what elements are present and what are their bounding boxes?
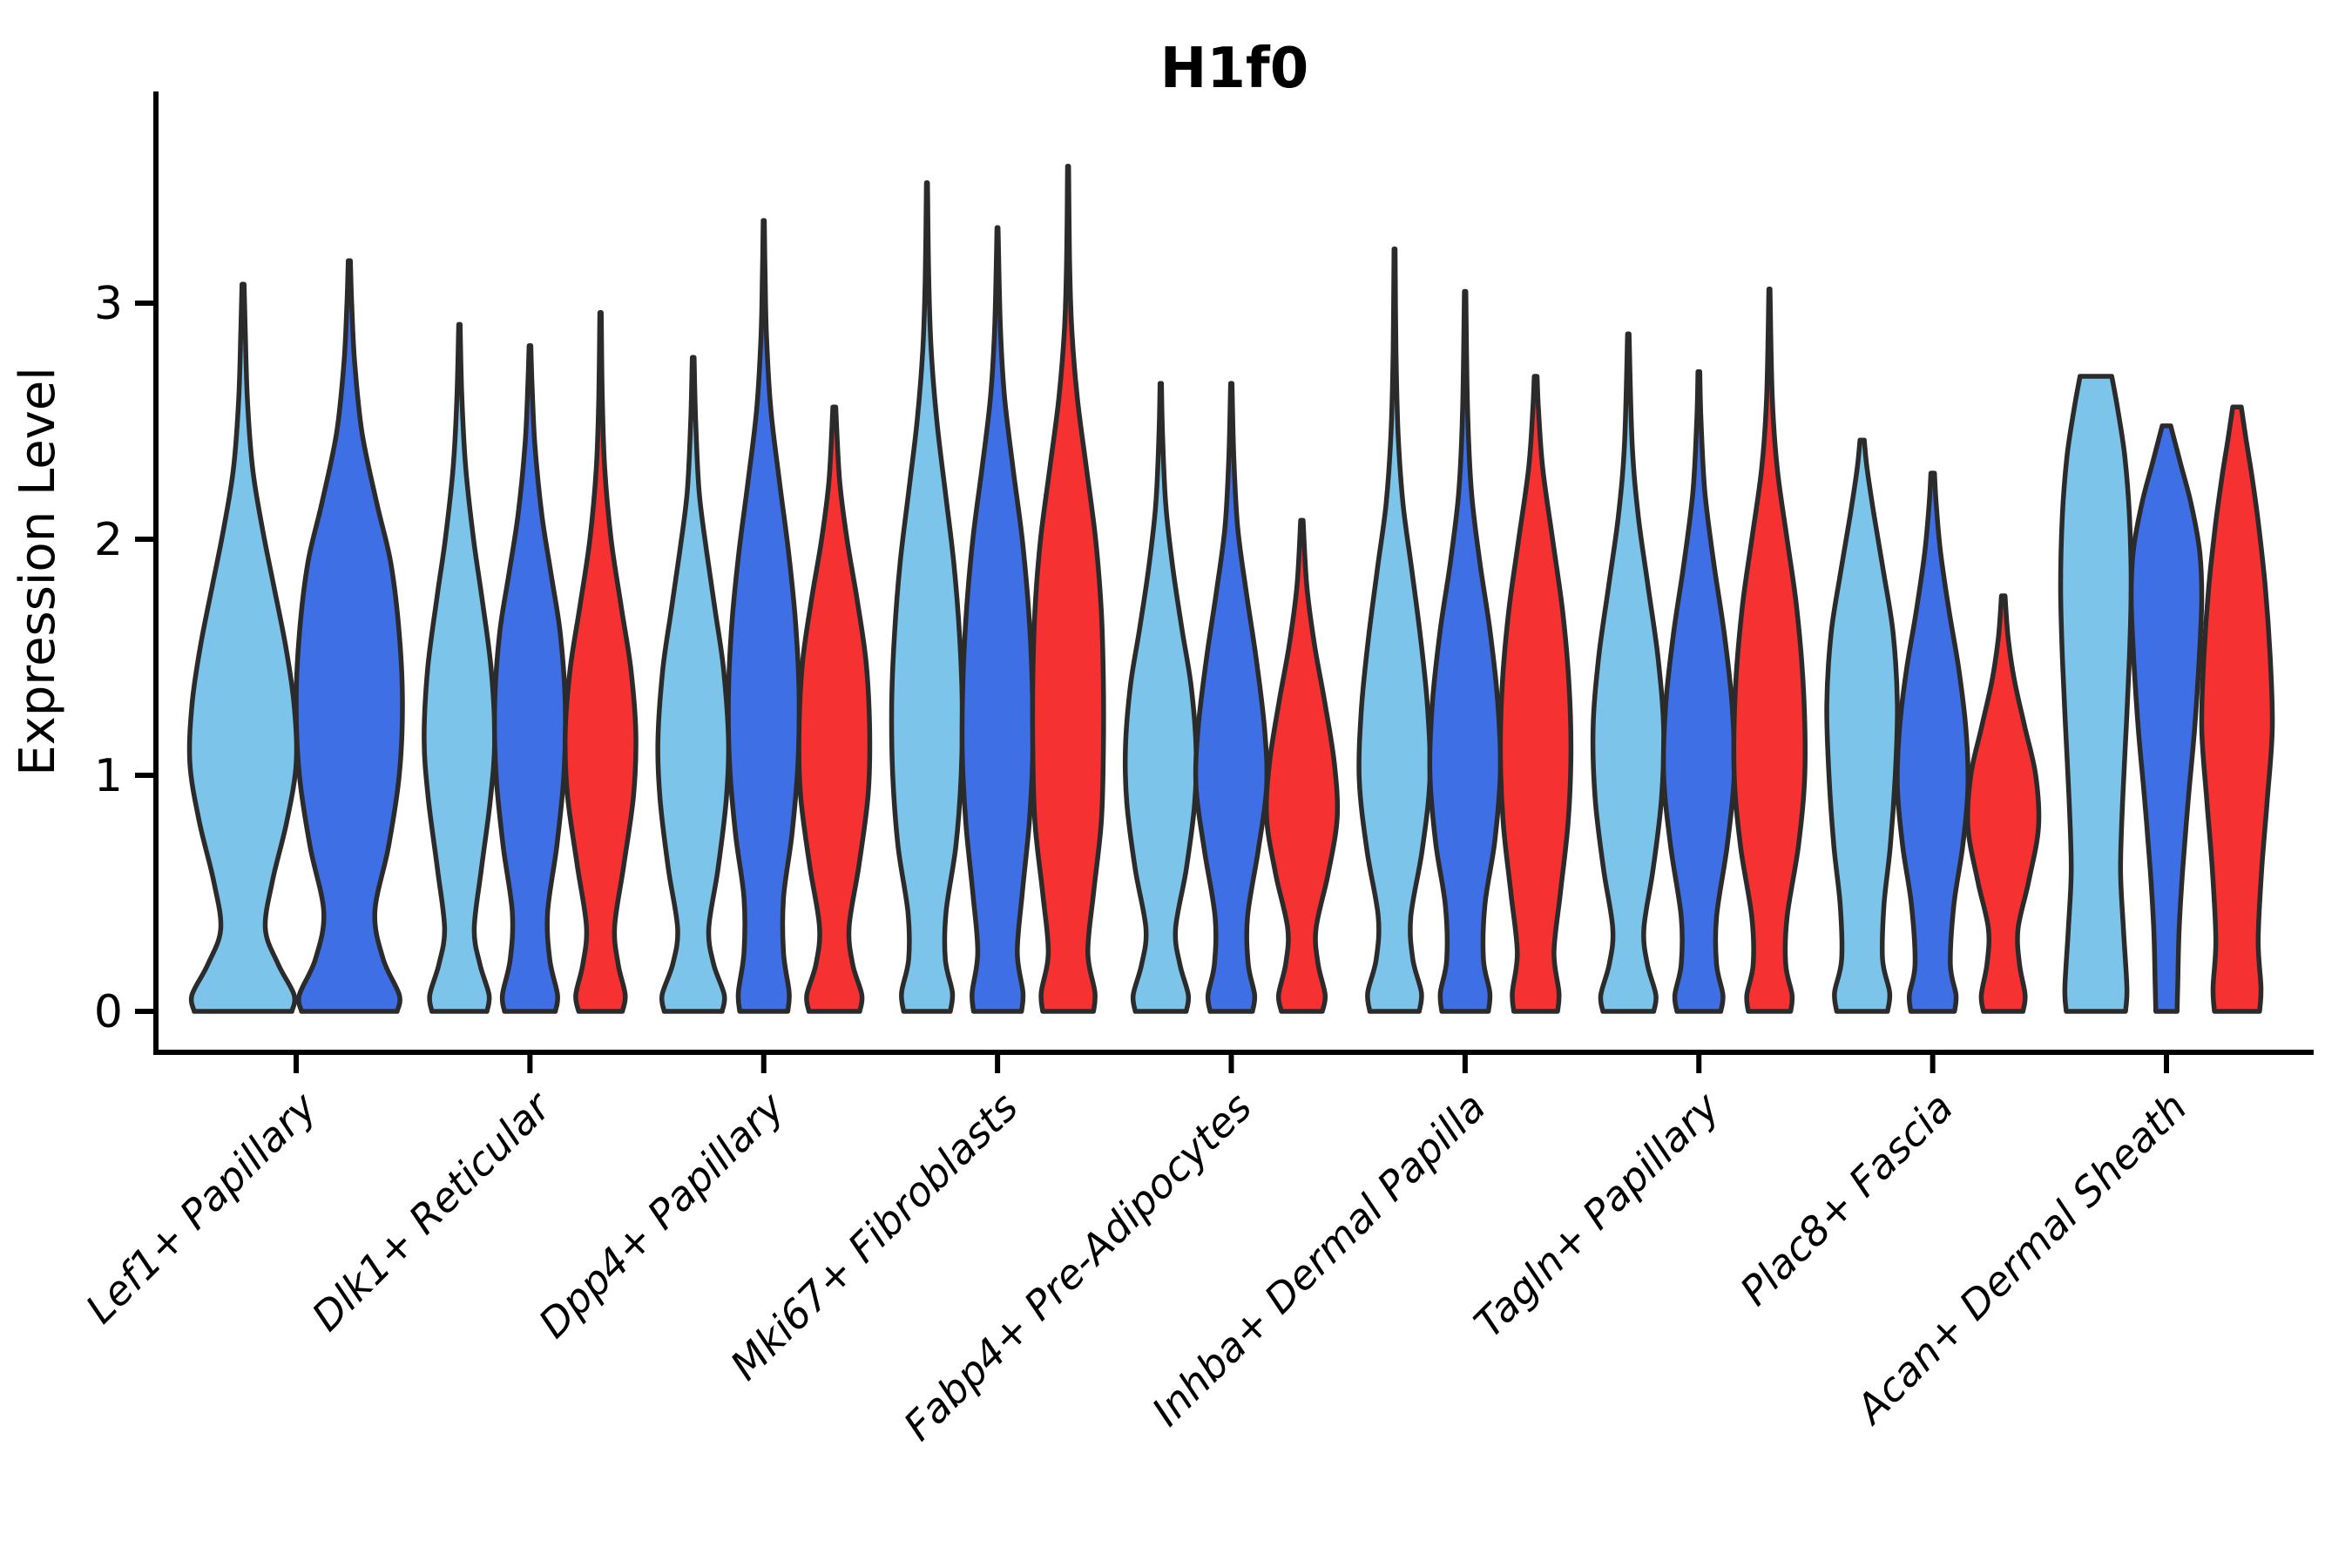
violin-lef1-papillary-light_blue — [186, 281, 300, 1014]
violin-inhba-dermal-papilla-light_blue — [1356, 246, 1433, 1014]
violin-dlk1-reticular-red — [562, 310, 639, 1014]
y-tick-label: 2 — [94, 514, 123, 566]
violin-dpp4-papillary-red — [796, 404, 873, 1014]
x-tick-label: Dlk1+ Reticular — [303, 1081, 562, 1340]
violin-acan-dermal-sheath-blue — [2128, 423, 2205, 1014]
violin-acan-dermal-sheath-light_blue — [2058, 374, 2134, 1014]
chart-title: H1f0 — [1160, 37, 1308, 101]
violin-dpp4-papillary-light_blue — [655, 355, 732, 1014]
x-tick-label: Dpp4+ Papillary — [530, 1083, 794, 1347]
violin-mki67-fibroblasts-blue — [959, 225, 1036, 1014]
violin-acan-dermal-sheath-red — [2199, 404, 2275, 1014]
violin-tagln-papillary-red — [1731, 286, 1808, 1014]
violin-plac8-fascia-blue — [1895, 470, 1970, 1014]
y-axis-label: Expression Level — [10, 367, 66, 776]
violin-plac8-fascia-light_blue — [1824, 437, 1900, 1014]
violin-plac8-fascia-red — [1964, 593, 2042, 1014]
violin-dlk1-reticular-blue — [491, 343, 568, 1014]
violin-inhba-dermal-papilla-red — [1497, 374, 1574, 1014]
violin-dpp4-papillary-blue — [726, 218, 802, 1014]
violin-fabp4-pre-adipocytes-blue — [1193, 381, 1270, 1014]
y-tick-label: 1 — [94, 750, 123, 802]
x-tick-label: Plac8+ Fascia — [1731, 1084, 1962, 1315]
violin-dlk1-reticular-light_blue — [422, 321, 497, 1014]
x-tick-label: Lef1+ Papillary — [77, 1083, 326, 1332]
violin-tagln-papillary-light_blue — [1590, 331, 1666, 1014]
violin-fabp4-pre-adipocytes-light_blue — [1122, 381, 1200, 1014]
violin-mki67-fibroblasts-red — [1030, 164, 1106, 1014]
violin-mki67-fibroblasts-light_blue — [889, 180, 965, 1014]
violin-lef1-papillary-blue — [294, 258, 405, 1014]
y-tick-label: 0 — [94, 986, 123, 1038]
violin-fabp4-pre-adipocytes-red — [1263, 517, 1341, 1014]
violins-layer — [186, 164, 2275, 1014]
axes-layer — [135, 91, 2314, 1073]
violin-tagln-papillary-blue — [1660, 368, 1737, 1014]
x-tick-label: Tagln+ Papillary — [1465, 1083, 1729, 1347]
y-tick-label: 3 — [94, 278, 123, 330]
violin-inhba-dermal-papilla-blue — [1427, 288, 1504, 1014]
